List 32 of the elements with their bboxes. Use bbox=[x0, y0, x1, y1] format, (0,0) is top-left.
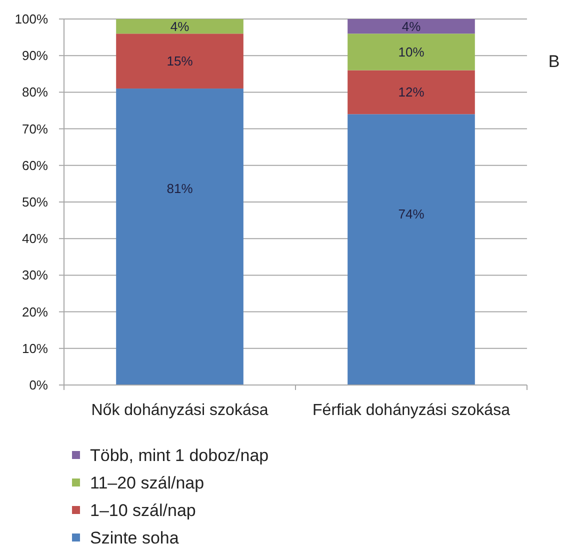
bar bbox=[116, 34, 244, 89]
y-tick-label: 50% bbox=[22, 194, 48, 210]
data-label: 12% bbox=[398, 84, 425, 100]
legend-label: 1–10 szál/nap bbox=[90, 501, 196, 520]
bar bbox=[348, 34, 475, 70]
data-label: 81% bbox=[166, 181, 194, 196]
text: B bbox=[548, 52, 560, 71]
y-tick-label: 20% bbox=[22, 304, 48, 320]
y-tick-label: 0% bbox=[29, 378, 48, 392]
data-label: 4% bbox=[170, 18, 190, 34]
y-tick-label: 90% bbox=[22, 48, 48, 64]
legend-label: Több, mint 1 doboz/nap bbox=[90, 446, 269, 465]
bar bbox=[116, 19, 244, 34]
y-tick-label: 60% bbox=[22, 158, 48, 173]
y-tick-label: 100% bbox=[14, 12, 48, 26]
x-tick-label: Férfiak dohányzási szokása bbox=[312, 402, 510, 419]
data-label: 74% bbox=[398, 206, 425, 222]
x-tick-label: Nők dohányzási szokása bbox=[91, 402, 268, 419]
bar bbox=[348, 70, 475, 114]
y-tick-label: 40% bbox=[22, 231, 48, 246]
bar bbox=[348, 114, 475, 385]
y-tick-label: 80% bbox=[22, 84, 48, 100]
legend-label: 11–20 szál/nap bbox=[90, 474, 204, 492]
legend-label: Szinte soha bbox=[90, 528, 180, 548]
data-label: 4% bbox=[402, 18, 422, 34]
bar bbox=[116, 88, 244, 385]
data-label: 15% bbox=[166, 54, 194, 69]
data-label: 10% bbox=[398, 44, 425, 60]
bar bbox=[348, 19, 475, 34]
y-tick-label: 70% bbox=[22, 121, 48, 136]
y-tick-label: 10% bbox=[22, 340, 48, 356]
y-tick-label: 30% bbox=[22, 268, 48, 283]
